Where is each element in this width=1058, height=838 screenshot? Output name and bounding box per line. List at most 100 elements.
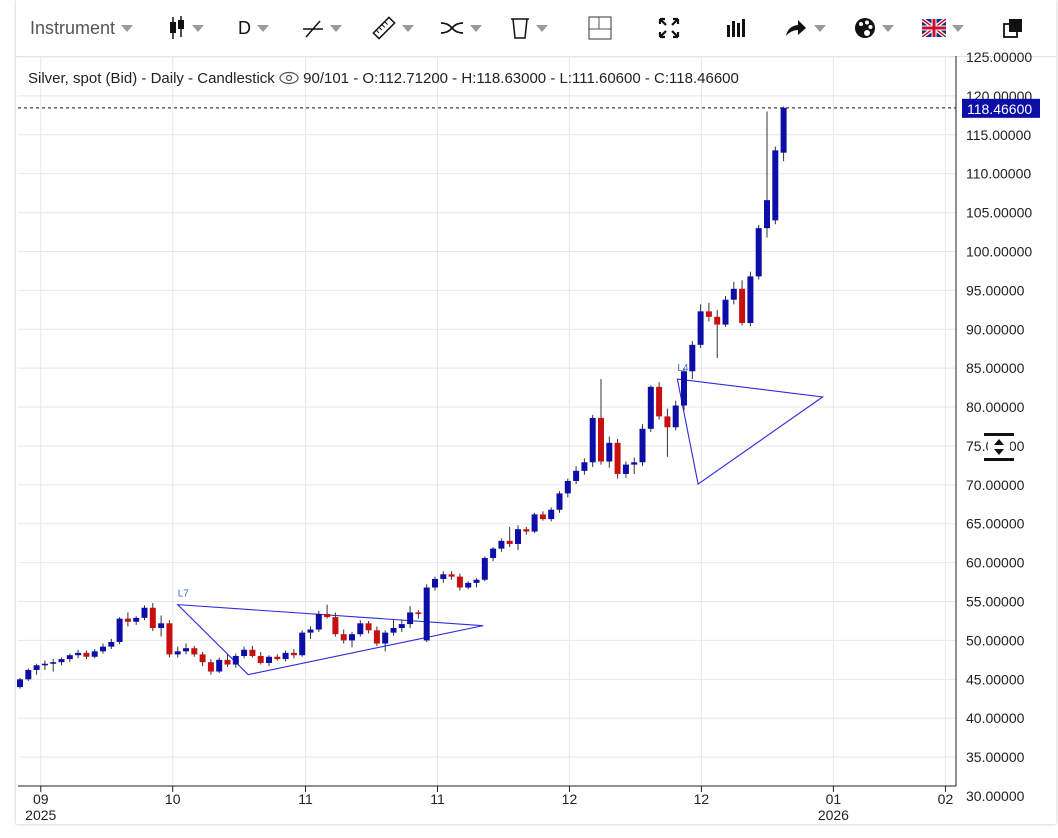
instrument-dropdown[interactable]: Instrument <box>30 12 134 44</box>
candle-body <box>432 578 438 588</box>
x-tick-label: 02 <box>938 791 954 807</box>
candle-body <box>548 509 555 520</box>
candle-body <box>407 612 414 625</box>
theme-dropdown[interactable] <box>854 12 894 44</box>
candle-body <box>290 652 297 656</box>
x-tick-label: 09 <box>33 791 49 807</box>
candle-body <box>481 557 488 580</box>
candle-body <box>598 417 604 462</box>
palette-icon <box>855 18 875 38</box>
candle-body <box>506 540 513 544</box>
language-dropdown[interactable] <box>922 12 964 44</box>
candle-body <box>216 659 223 672</box>
candle-body <box>324 613 331 618</box>
candle-body <box>241 649 248 656</box>
x-tick-label: 12 <box>562 791 578 807</box>
x-year-label: 2025 <box>25 807 56 823</box>
candle-body <box>307 629 314 633</box>
resize-vertical-icon <box>984 433 1014 461</box>
chart-info-line: Silver, spot (Bid) - Daily - Candlestick… <box>28 70 739 87</box>
crosshair-icon <box>588 16 612 40</box>
trendline-label: L7 <box>178 589 190 600</box>
candle-body <box>456 576 463 588</box>
y-tick-label: 55.00000 <box>966 594 1025 610</box>
candle-body <box>58 659 65 663</box>
price-scale-handle[interactable] <box>984 432 1016 462</box>
trendline-triangle[interactable] <box>176 603 484 676</box>
y-tick-label: 45.00000 <box>966 671 1025 687</box>
chevron-down-icon <box>121 24 134 32</box>
indicator-icon <box>440 22 464 34</box>
measure-dropdown[interactable] <box>372 12 414 44</box>
candle-body <box>606 442 613 462</box>
candlestick-icon <box>170 16 184 39</box>
candle-body <box>274 656 281 660</box>
candle-body <box>41 663 48 666</box>
candle-body <box>581 462 588 471</box>
chevron-down-icon <box>470 24 482 32</box>
chart-type-dropdown[interactable] <box>168 12 204 44</box>
candle-body <box>448 574 455 577</box>
volume-button[interactable] <box>726 12 748 44</box>
candle-body <box>116 618 123 642</box>
candle-body <box>515 529 521 544</box>
candle-body <box>490 548 497 558</box>
candle-body <box>149 607 156 628</box>
share-dropdown[interactable] <box>784 12 826 44</box>
popout-button[interactable] <box>1002 12 1024 44</box>
open-value: O:112.71200 <box>362 70 449 87</box>
chevron-down-icon <box>192 24 204 32</box>
chevron-down-icon <box>330 24 342 32</box>
fullscreen-button[interactable] <box>658 12 680 44</box>
chevron-down-icon <box>882 24 894 32</box>
candle-body <box>373 630 380 644</box>
candle-body <box>755 228 762 277</box>
fullscreen-icon <box>658 17 680 39</box>
candle-body <box>423 587 430 641</box>
period-label: D <box>238 17 251 38</box>
high-value: H:118.63000 <box>461 70 547 87</box>
y-tick-label: 50.00000 <box>966 632 1025 648</box>
candle-body <box>647 386 654 429</box>
candle-body <box>33 665 40 670</box>
last-price-label: 118.46600 <box>967 101 1032 117</box>
candle-body <box>639 428 646 463</box>
candle-body <box>390 627 397 633</box>
candle-body <box>747 276 754 324</box>
instrument-label: Instrument <box>30 17 116 38</box>
candle-body <box>780 107 787 153</box>
period-dropdown[interactable]: D <box>238 12 269 44</box>
candle-body <box>556 493 563 510</box>
chevron-down-icon <box>536 24 548 32</box>
candle-body <box>614 442 621 474</box>
x-tick-label: 01 <box>826 791 842 807</box>
candle-body <box>183 648 189 652</box>
close-value: C:118.46600 <box>654 70 739 87</box>
trendline-triangle[interactable] <box>676 378 825 485</box>
candle-body <box>166 623 173 655</box>
candle-body <box>50 662 57 664</box>
draw-line-dropdown[interactable] <box>302 12 342 44</box>
y-tick-label: 30.00000 <box>966 788 1025 804</box>
candle-body <box>174 651 181 655</box>
low-value: L:111.60600 <box>559 70 641 87</box>
candle-body <box>91 651 98 657</box>
y-tick-label: 70.00000 <box>966 477 1025 493</box>
timeframe-label: Daily <box>150 70 184 87</box>
candle-body <box>249 649 256 656</box>
indicator-dropdown[interactable] <box>440 12 482 44</box>
bar-count: 90/101 <box>303 70 350 87</box>
candle-body <box>66 655 73 660</box>
y-tick-label: 125.00000 <box>966 49 1032 65</box>
crosshair-button[interactable] <box>588 12 612 44</box>
candle-body <box>498 540 505 549</box>
candle-body <box>357 623 364 635</box>
y-tick-label: 105.00000 <box>966 205 1032 221</box>
delete-dropdown[interactable] <box>510 12 548 44</box>
eye-icon[interactable] <box>279 71 299 85</box>
candle-body <box>689 344 696 372</box>
chevron-down-icon <box>814 24 826 32</box>
chevron-down-icon <box>402 24 414 32</box>
y-tick-label: 110.00000 <box>966 166 1031 182</box>
